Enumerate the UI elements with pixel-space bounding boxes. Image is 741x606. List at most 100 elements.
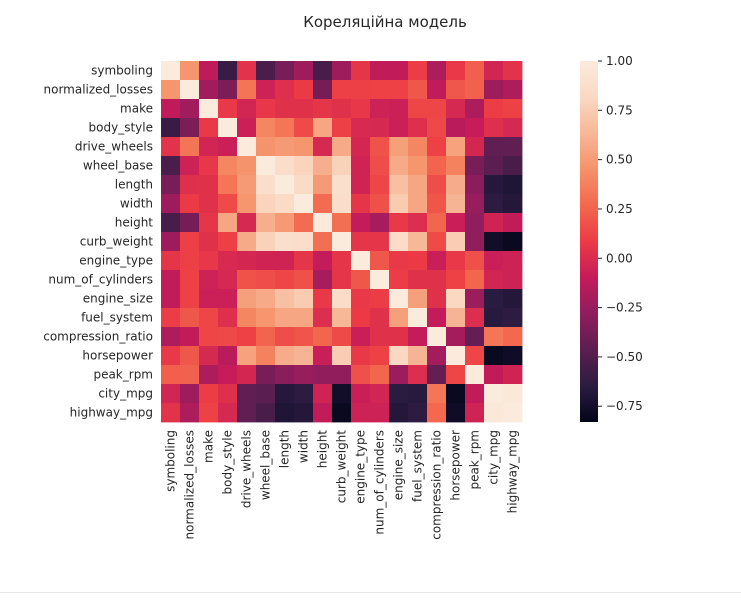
heatmap-cell-engine_type-peak_rpm <box>465 251 485 271</box>
heatmap-cell-engine_size-engine_size <box>389 289 409 309</box>
heatmap-cell-compression_ratio-engine_type <box>351 327 371 347</box>
colorbar-tick-label: 0.75 <box>606 103 633 117</box>
heatmap-cell-compression_ratio-body_style <box>218 327 238 347</box>
heatmap-cell-make-num_of_cylinders <box>370 99 390 119</box>
heatmap-cell-city_mpg-length <box>275 384 295 404</box>
heatmap-cell-fuel_system-num_of_cylinders <box>370 308 390 328</box>
heatmap-cell-drive_wheels-curb_weight <box>332 137 352 157</box>
heatmap-cell-highway_mpg-highway_mpg <box>503 403 523 423</box>
heatmap-cell-city_mpg-num_of_cylinders <box>370 384 390 404</box>
heatmap-cell-drive_wheels-body_style <box>218 137 238 157</box>
heatmap-cell-fuel_system-drive_wheels <box>237 308 257 328</box>
heatmap-cell-body_style-normalized_losses <box>180 118 200 138</box>
heatmap-cell-compression_ratio-fuel_system <box>408 327 428 347</box>
heatmap-cell-drive_wheels-width <box>294 137 314 157</box>
heatmap-cell-symboling-peak_rpm <box>465 61 485 81</box>
heatmap-cell-body_style-engine_type <box>351 118 371 138</box>
heatmap-cell-engine_size-width <box>294 289 314 309</box>
heatmap-cell-highway_mpg-engine_type <box>351 403 371 423</box>
heatmap-cell-peak_rpm-symboling <box>161 365 181 385</box>
x-tick-label-engine_type: engine_type <box>354 430 368 504</box>
heatmap-cell-symboling-height <box>313 61 333 81</box>
heatmap-cell-fuel_system-curb_weight <box>332 308 352 328</box>
heatmap-cell-body_style-city_mpg <box>484 118 504 138</box>
heatmap-cell-symboling-highway_mpg <box>503 61 523 81</box>
chart-title: Кореляційна модель <box>303 13 467 31</box>
y-tick-label-compression_ratio: compression_ratio <box>43 330 153 344</box>
y-tick-label-body_style: body_style <box>89 121 153 135</box>
heatmap-cell-city_mpg-width <box>294 384 314 404</box>
heatmap-cell-curb_weight-curb_weight <box>332 232 352 252</box>
heatmap-cell-fuel_system-engine_size <box>389 308 409 328</box>
heatmap-cell-body_style-symboling <box>161 118 181 138</box>
heatmap-cell-compression_ratio-width <box>294 327 314 347</box>
heatmap-cell-wheel_base-engine_type <box>351 156 371 176</box>
heatmap-cell-curb_weight-width <box>294 232 314 252</box>
heatmap-cell-curb_weight-engine_size <box>389 232 409 252</box>
heatmap-cell-wheel_base-curb_weight <box>332 156 352 176</box>
heatmap-cell-body_style-drive_wheels <box>237 118 257 138</box>
heatmap-cell-symboling-drive_wheels <box>237 61 257 81</box>
heatmap-cell-normalized_losses-curb_weight <box>332 80 352 100</box>
heatmap-cell-city_mpg-body_style <box>218 384 238 404</box>
heatmap-cell-highway_mpg-curb_weight <box>332 403 352 423</box>
colorbar-tick-label: −0.25 <box>606 301 643 315</box>
y-tick-label-num_of_cylinders: num_of_cylinders <box>48 273 153 287</box>
heatmap-cell-engine_size-length <box>275 289 295 309</box>
heatmap-cell-highway_mpg-normalized_losses <box>180 403 200 423</box>
heatmap-cell-make-drive_wheels <box>237 99 257 119</box>
heatmap-cell-height-peak_rpm <box>465 213 485 233</box>
heatmap-cell-normalized_losses-num_of_cylinders <box>370 80 390 100</box>
y-tick-label-make: make <box>120 102 153 116</box>
heatmap-cell-symboling-make <box>199 61 219 81</box>
heatmap-cell-wheel_base-symboling <box>161 156 181 176</box>
heatmap-cell-width-height <box>313 194 333 214</box>
heatmap-cell-engine_type-city_mpg <box>484 251 504 271</box>
heatmap-cell-horsepower-wheel_base <box>256 346 276 366</box>
heatmap-cell-num_of_cylinders-engine_size <box>389 270 409 290</box>
heatmap-cell-engine_size-make <box>199 289 219 309</box>
heatmap-cell-symboling-engine_type <box>351 61 371 81</box>
heatmap-cell-body_style-height <box>313 118 333 138</box>
heatmap-cell-compression_ratio-highway_mpg <box>503 327 523 347</box>
heatmap-cell-city_mpg-height <box>313 384 333 404</box>
heatmap-cell-compression_ratio-height <box>313 327 333 347</box>
heatmap-cell-width-fuel_system <box>408 194 428 214</box>
heatmap-cell-height-length <box>275 213 295 233</box>
heatmap-cell-symboling-city_mpg <box>484 61 504 81</box>
heatmap-cell-length-wheel_base <box>256 175 276 195</box>
heatmap-cell-symboling-fuel_system <box>408 61 428 81</box>
heatmap-cell-height-horsepower <box>446 213 466 233</box>
heatmap-cell-engine_type-drive_wheels <box>237 251 257 271</box>
x-tick-label-num_of_cylinders: num_of_cylinders <box>373 430 387 535</box>
heatmap-cell-height-make <box>199 213 219 233</box>
heatmap-cell-peak_rpm-engine_type <box>351 365 371 385</box>
heatmap-cell-length-body_style <box>218 175 238 195</box>
heatmap-cell-width-symboling <box>161 194 181 214</box>
heatmap-cell-body_style-peak_rpm <box>465 118 485 138</box>
heatmap-cell-engine_type-wheel_base <box>256 251 276 271</box>
heatmap-cell-width-highway_mpg <box>503 194 523 214</box>
heatmap-cell-make-body_style <box>218 99 238 119</box>
heatmap-cell-length-city_mpg <box>484 175 504 195</box>
heatmap-cell-wheel_base-highway_mpg <box>503 156 523 176</box>
heatmap-cell-length-fuel_system <box>408 175 428 195</box>
x-tick-label-width: width <box>297 430 311 463</box>
heatmap-cell-normalized_losses-fuel_system <box>408 80 428 100</box>
heatmap-cell-curb_weight-symboling <box>161 232 181 252</box>
heatmap-cell-normalized_losses-normalized_losses <box>180 80 200 100</box>
heatmap-cell-normalized_losses-body_style <box>218 80 238 100</box>
heatmap-cell-highway_mpg-wheel_base <box>256 403 276 423</box>
heatmap-cell-num_of_cylinders-highway_mpg <box>503 270 523 290</box>
heatmap-cell-height-highway_mpg <box>503 213 523 233</box>
y-tick-label-peak_rpm: peak_rpm <box>93 368 153 382</box>
heatmap-cell-width-city_mpg <box>484 194 504 214</box>
heatmap-cell-body_style-compression_ratio <box>427 118 447 138</box>
heatmap-cell-wheel_base-body_style <box>218 156 238 176</box>
heatmap-cell-horsepower-peak_rpm <box>465 346 485 366</box>
heatmap-cell-num_of_cylinders-drive_wheels <box>237 270 257 290</box>
heatmap-cell-width-num_of_cylinders <box>370 194 390 214</box>
heatmap-cell-make-make <box>199 99 219 119</box>
heatmap-cell-horsepower-highway_mpg <box>503 346 523 366</box>
heatmap-cell-length-engine_size <box>389 175 409 195</box>
